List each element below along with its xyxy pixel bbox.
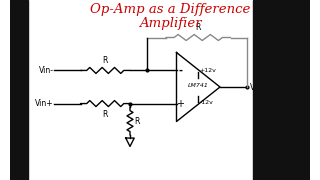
Text: LM741: LM741 (188, 83, 209, 88)
Text: +: + (176, 99, 184, 109)
Bar (10, 0, 28, 180)
Text: Vin-: Vin- (38, 66, 53, 75)
Text: Vout: Vout (250, 82, 267, 91)
Text: Op-Amp as a Difference: Op-Amp as a Difference (90, 3, 251, 16)
Text: R: R (134, 117, 140, 126)
Text: R: R (196, 23, 201, 32)
Text: R: R (103, 56, 108, 65)
Text: Amplifier: Amplifier (139, 17, 202, 30)
Text: -: - (179, 66, 182, 75)
Text: R: R (103, 110, 108, 119)
Text: Vin+: Vin+ (35, 99, 53, 108)
Text: +12v: +12v (200, 68, 216, 73)
Bar (253, 0, 310, 180)
Text: -12v: -12v (200, 100, 213, 105)
